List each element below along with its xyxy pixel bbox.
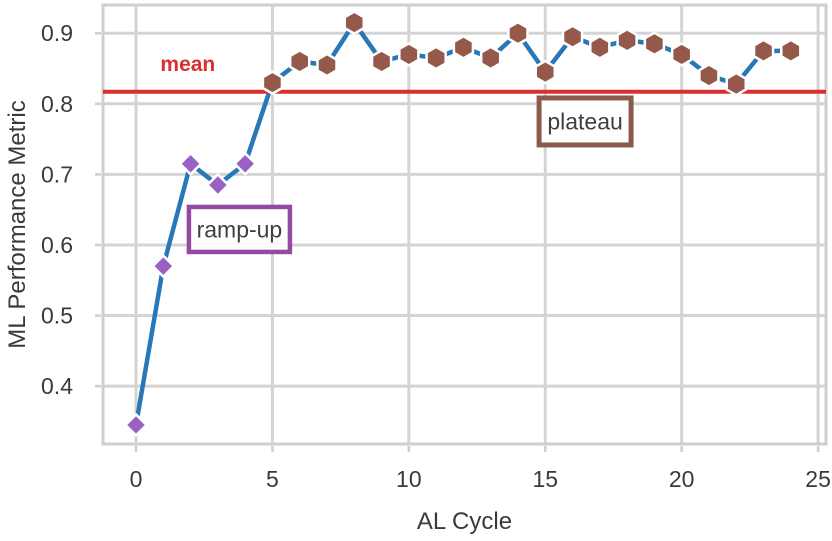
data-point-marker-hexagon — [780, 38, 802, 64]
x-tick-label: 20 — [669, 466, 695, 492]
data-point-marker-hexagon — [343, 10, 366, 35]
data-point-marker-diamond — [233, 152, 257, 176]
y-tick-label: 0.5 — [41, 303, 73, 329]
data-point-marker-hexagon — [725, 71, 748, 97]
x-tick-label: 15 — [532, 466, 558, 492]
data-point-marker-hexagon — [479, 45, 502, 71]
data-point-marker-hexagon — [316, 52, 338, 78]
data-point-marker-diamond — [151, 254, 176, 278]
data-point-marker-hexagon — [643, 31, 666, 57]
x-axis-label: AL Cycle — [417, 508, 512, 535]
data-point-marker-hexagon — [398, 42, 420, 67]
data-point-marker-hexagon — [425, 45, 447, 71]
y-tick-label: 0.6 — [41, 232, 73, 258]
x-tick-label: 10 — [396, 466, 422, 492]
annotation-ramp-up-label: ramp-up — [197, 216, 283, 242]
y-tick-label: 0.8 — [41, 91, 73, 117]
x-tick-label: 25 — [805, 466, 831, 492]
y-tick-label: 0.9 — [41, 20, 73, 46]
data-point-marker-hexagon — [507, 20, 529, 46]
data-point-marker-diamond — [206, 173, 230, 197]
annotation-mean-label: mean — [160, 53, 215, 76]
data-point-marker-hexagon — [261, 70, 284, 95]
data-point-marker-hexagon — [616, 28, 638, 53]
y-axis-label: ML Performance Metric — [4, 100, 31, 349]
x-tick-label: 0 — [130, 466, 143, 492]
data-point-marker-hexagon — [752, 38, 775, 64]
data-point-marker-hexagon — [370, 49, 393, 74]
data-point-marker-hexagon — [561, 24, 584, 50]
y-tick-label: 0.7 — [41, 161, 73, 187]
y-tick-label: 0.4 — [41, 373, 73, 399]
data-point-marker-hexagon — [288, 49, 311, 74]
data-point-marker-hexagon — [589, 35, 611, 60]
data-point-marker-hexagon — [698, 63, 720, 88]
plot-border — [101, 3, 828, 446]
x-tick-label: 5 — [266, 466, 279, 492]
data-point-marker-hexagon — [534, 59, 557, 85]
annotation-box-plateau-label — [536, 95, 634, 148]
data-point-marker-diamond — [124, 413, 148, 437]
annotation-plateau-label: plateau — [547, 108, 622, 134]
annotation-box-ramp-up-label — [186, 204, 293, 255]
data-point-marker-hexagon — [452, 35, 475, 60]
data-point-marker-diamond — [178, 152, 203, 176]
data-point-marker-hexagon — [670, 42, 693, 67]
